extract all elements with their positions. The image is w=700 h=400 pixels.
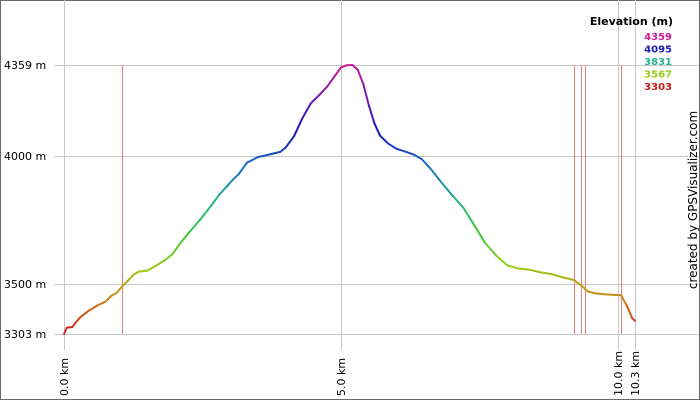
elevation-segment-33	[301, 102, 312, 120]
elevation-segment-61	[539, 271, 553, 276]
elevation-segment-12	[132, 270, 140, 276]
elevation-segment-40	[351, 64, 359, 71]
elevation-segment-64	[573, 279, 584, 288]
elevation-segment-18	[179, 231, 190, 245]
elevation-segment-46	[387, 142, 398, 150]
legend-entry-0: 4359	[644, 32, 672, 43]
elevation-segment-25	[237, 161, 248, 176]
elevation-segment-11	[126, 273, 135, 282]
elevation-segment-41	[356, 68, 365, 86]
elevation-segment-9	[115, 285, 124, 294]
elevation-segment-69	[620, 294, 628, 307]
y-tick-label-3: 3303 m	[4, 328, 46, 341]
credit-text: created by GPSVisualizer.com	[686, 111, 700, 289]
elevation-segment-60	[528, 268, 542, 274]
elevation-segment-10	[121, 279, 129, 288]
y-tick-label-1: 4000 m	[4, 150, 46, 163]
elevation-segment-30	[279, 146, 287, 153]
elevation-segment-47	[395, 147, 406, 153]
elevation-segment-51	[428, 166, 442, 183]
elevation-segment-35	[318, 85, 329, 97]
elevation-segment-70	[625, 304, 634, 320]
elevation-segment-16	[162, 253, 174, 262]
elevation-segment-67	[595, 292, 609, 296]
y-tick-label-2: 3500 m	[4, 278, 46, 291]
x-tick-label-3: 10.3 km	[629, 351, 642, 396]
x-tick-label-0: 0.0 km	[58, 358, 71, 396]
elevation-segment-52	[440, 180, 454, 197]
elevation-segment-63	[561, 276, 575, 281]
elevation-segment-26	[245, 156, 259, 164]
elevation-segment-65	[581, 285, 589, 293]
legend-entry-3: 3567	[644, 70, 672, 81]
elevation-segment-32	[293, 117, 304, 138]
elevation-segment-36	[326, 73, 337, 88]
elevation-segment-59	[517, 267, 531, 271]
elevation-segment-71	[631, 317, 636, 322]
elevation-segment-53	[451, 194, 465, 209]
y-tick-labels: 4359 m 4000 m 3500 m 3303 m	[4, 59, 46, 341]
elevation-segment-14	[146, 265, 157, 272]
elevation-segment-4	[79, 309, 90, 318]
waypoint-layer	[122, 65, 622, 334]
legend-entry-2: 3831	[644, 57, 672, 68]
elevation-segment-57	[495, 254, 509, 267]
x-tick-labels: 0.0 km 5.0 km 10.0 km 10.3 km	[58, 351, 642, 396]
elevation-segment-17	[171, 242, 182, 256]
elevation-segment-5	[87, 304, 99, 312]
elevation-segment-8	[110, 291, 118, 297]
elevation-segment-15	[154, 259, 165, 267]
elevation-segment-50	[420, 158, 431, 169]
elevation-segment-6	[96, 300, 107, 307]
elevation-segment-0	[63, 326, 68, 335]
elevation-segment-55	[473, 224, 487, 245]
elevation-segment-20	[198, 205, 212, 222]
elevation-segment-48	[403, 150, 415, 156]
x-tick-label-2: 10.0 km	[612, 351, 625, 396]
elevation-segment-3	[74, 315, 82, 325]
elevation-segment-31	[284, 135, 296, 149]
grid-layer	[54, 0, 699, 350]
elevation-segment-49	[412, 153, 423, 160]
legend-title: Elevation (m)	[590, 15, 673, 28]
legend-entry-1: 4095	[644, 45, 672, 56]
elevation-segment-44	[373, 122, 381, 137]
elevation-segment-58	[506, 264, 520, 270]
elevation-segment-28	[262, 152, 273, 157]
elevation-segment-23	[226, 178, 235, 187]
elevation-segment-22	[218, 184, 229, 196]
elevation-segment-7	[104, 295, 113, 303]
elevation-segment-62	[550, 273, 564, 279]
elevation-segment-66	[586, 290, 598, 295]
elevation-segment-29	[270, 150, 282, 155]
elevation-segment-68	[606, 293, 623, 297]
elevation-segment-37	[334, 66, 343, 76]
x-tick-label-1: 5.0 km	[335, 358, 348, 396]
y-tick-label-0: 4359 m	[4, 59, 46, 72]
elevation-segment-45	[379, 134, 390, 145]
elevation-segment-19	[187, 219, 201, 234]
legend-entry-4: 3303	[644, 82, 672, 93]
elevation-segment-43	[367, 104, 376, 125]
elevation-line-layer	[63, 64, 636, 335]
elevation-segment-42	[362, 83, 370, 107]
elevation-segment-21	[209, 193, 221, 208]
elevation-segment-24	[232, 173, 240, 181]
elevation-segment-13	[137, 269, 149, 273]
elevation-segment-56	[484, 242, 498, 257]
elevation-segment-54	[462, 206, 476, 227]
elevation-segment-34	[309, 94, 320, 105]
